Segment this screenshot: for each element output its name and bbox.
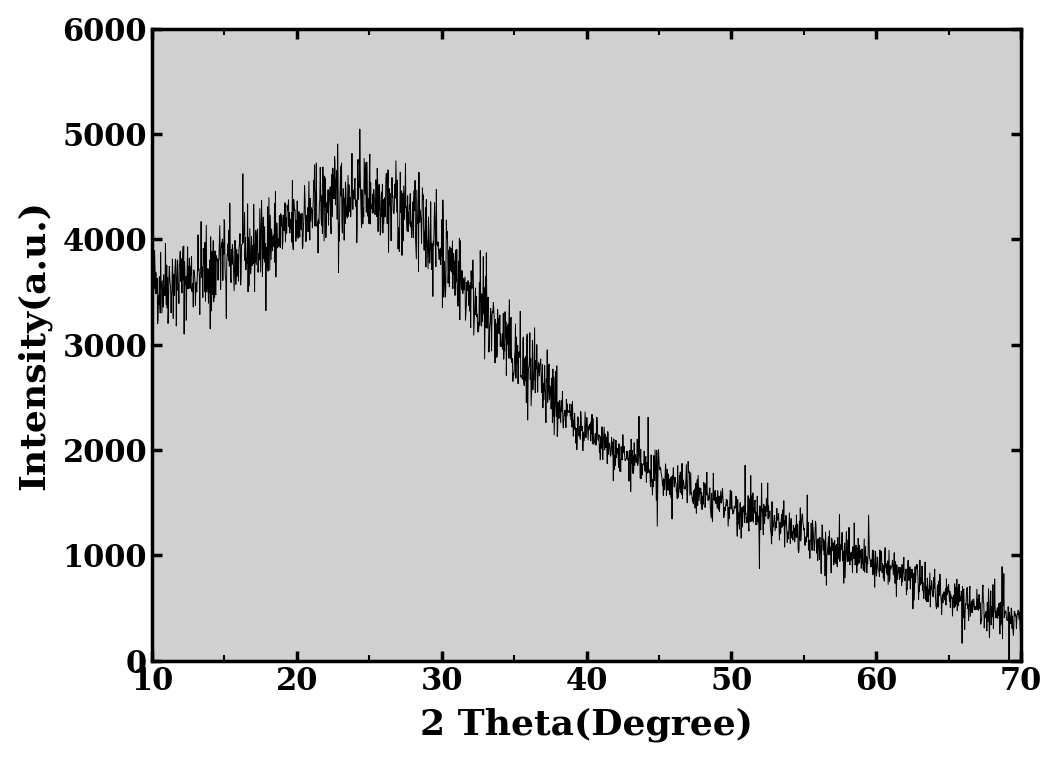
X-axis label: 2 Theta(Degree): 2 Theta(Degree) [420, 708, 753, 742]
Y-axis label: Intensity(a.u.): Intensity(a.u.) [17, 200, 51, 490]
